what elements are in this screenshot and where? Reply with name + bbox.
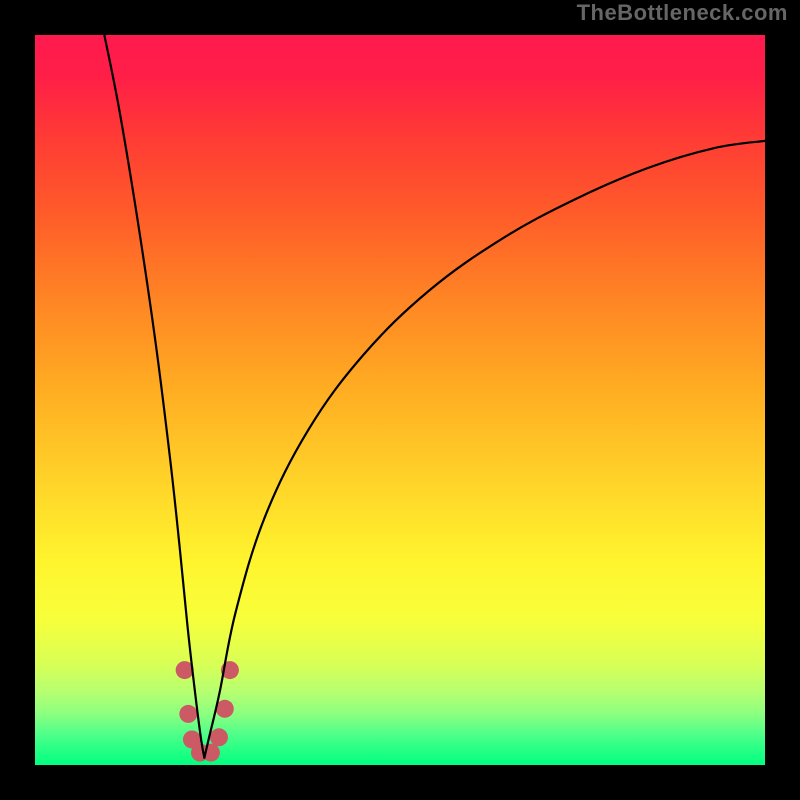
bottleneck-curve-chart bbox=[0, 0, 800, 800]
valley-marker bbox=[179, 705, 197, 723]
watermark-text: TheBottleneck.com bbox=[577, 0, 788, 26]
stage: TheBottleneck.com bbox=[0, 0, 800, 800]
gradient-background bbox=[35, 35, 765, 765]
valley-marker bbox=[210, 728, 228, 746]
